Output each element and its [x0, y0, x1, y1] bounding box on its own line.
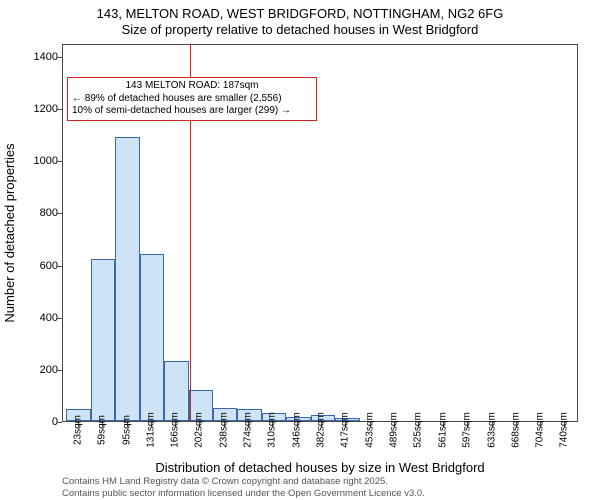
x-tick-label: 597sqm — [462, 412, 473, 448]
x-tick-label: 166sqm — [169, 412, 180, 448]
x-tick-label: 633sqm — [486, 412, 497, 448]
y-tick-mark — [57, 422, 62, 423]
x-tick-label: 131sqm — [145, 412, 156, 448]
y-tick-mark — [57, 318, 62, 319]
x-axis-label: Distribution of detached houses by size … — [62, 460, 578, 475]
y-tick-label: 200 — [18, 364, 58, 376]
x-tick-label: 561sqm — [437, 412, 448, 448]
annotation-line: ← 89% of detached houses are smaller (2,… — [72, 93, 312, 106]
chart-title-line1: 143, MELTON ROAD, WEST BRIDGFORD, NOTTIN… — [0, 6, 600, 21]
y-tick-label: 400 — [18, 312, 58, 324]
histogram-bar — [115, 137, 139, 421]
y-tick-mark — [57, 266, 62, 267]
y-tick-mark — [57, 213, 62, 214]
y-tick-label: 1400 — [18, 51, 58, 63]
x-tick-label: 740sqm — [559, 412, 570, 448]
footer-line1: Contains HM Land Registry data © Crown c… — [62, 476, 388, 487]
histogram-bar — [91, 259, 115, 421]
y-tick-mark — [57, 109, 62, 110]
y-tick-label: 1200 — [18, 103, 58, 115]
y-tick-label: 1000 — [18, 155, 58, 167]
x-tick-label: 417sqm — [340, 412, 351, 448]
x-tick-label: 95sqm — [121, 415, 132, 445]
x-tick-label: 202sqm — [194, 412, 205, 448]
x-tick-label: 238sqm — [218, 412, 229, 448]
annotation-line: 143 MELTON ROAD: 187sqm — [72, 80, 312, 93]
x-tick-label: 668sqm — [510, 412, 521, 448]
x-tick-label: 453sqm — [364, 412, 375, 448]
y-tick-mark — [57, 161, 62, 162]
chart-container: 143, MELTON ROAD, WEST BRIDGFORD, NOTTIN… — [0, 0, 600, 500]
x-tick-label: 489sqm — [389, 412, 400, 448]
x-tick-label: 59sqm — [97, 415, 108, 445]
y-tick-label: 800 — [18, 207, 58, 219]
x-tick-label: 346sqm — [291, 412, 302, 448]
x-tick-label: 382sqm — [316, 412, 327, 448]
x-tick-label: 274sqm — [243, 412, 254, 448]
x-tick-label: 525sqm — [413, 412, 424, 448]
y-tick-label: 0 — [18, 416, 58, 428]
x-tick-label: 704sqm — [534, 412, 545, 448]
x-tick-label: 310sqm — [267, 412, 278, 448]
histogram-bar — [140, 254, 164, 421]
annotation-line: 10% of semi-detached houses are larger (… — [72, 105, 312, 118]
chart-title-line2: Size of property relative to detached ho… — [0, 22, 600, 37]
y-tick-mark — [57, 57, 62, 58]
y-tick-mark — [57, 370, 62, 371]
footer-line2: Contains public sector information licen… — [62, 488, 425, 499]
x-tick-label: 23sqm — [72, 415, 83, 445]
y-tick-label: 600 — [18, 260, 58, 272]
annotation-box: 143 MELTON ROAD: 187sqm← 89% of detached… — [67, 77, 317, 121]
plot-area: 143 MELTON ROAD: 187sqm← 89% of detached… — [62, 44, 578, 422]
